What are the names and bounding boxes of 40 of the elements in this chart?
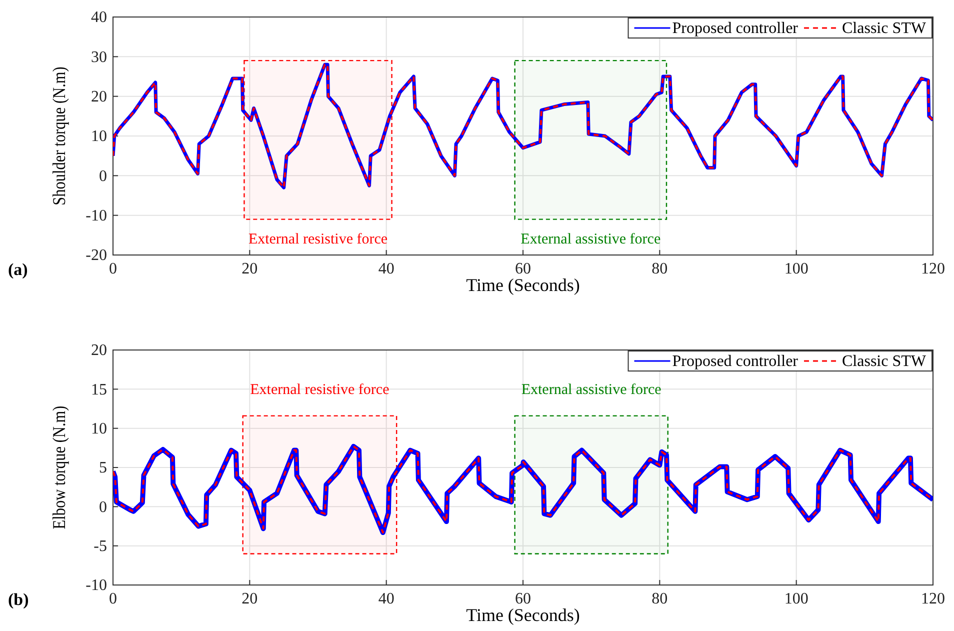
band-label: External assistive force — [520, 231, 661, 248]
legend-label: Classic STW — [842, 353, 927, 370]
y-tick-label: -10 — [86, 207, 107, 224]
x-tick-label: 80 — [652, 260, 668, 278]
x-tick-label: 120 — [921, 590, 945, 608]
band-label: External resistive force — [248, 231, 388, 248]
x-axis-title: Time (Seconds) — [466, 605, 580, 625]
text: (a) — [8, 260, 28, 279]
legend-label: Proposed controller — [672, 353, 799, 370]
band-label: External assistive force — [521, 382, 662, 398]
x-tick-label: 60 — [515, 260, 531, 278]
y-tick-label: 20 — [91, 88, 107, 106]
y-tick-label: 40 — [91, 9, 107, 26]
x-tick-label: 100 — [784, 590, 808, 608]
y-axis-title: Shoulder torque (N.m) — [48, 66, 70, 206]
x-tick-label: 20 — [242, 590, 258, 608]
legend-label: Proposed controller — [672, 20, 799, 37]
text: (b) — [8, 590, 29, 609]
y-tick-label: 5 — [99, 460, 107, 477]
band-label: External resistive force — [250, 382, 390, 398]
y-tick-label: 10 — [91, 128, 107, 146]
y-tick-label: 0 — [99, 498, 107, 516]
y-tick-label: 10 — [91, 420, 107, 438]
y-tick-label: 30 — [91, 48, 107, 66]
x-tick-label: 120 — [921, 260, 945, 278]
x-axis-title: Time (Seconds) — [466, 275, 580, 295]
legend-label: Classic STW — [842, 20, 927, 37]
x-tick-label: 20 — [242, 260, 258, 278]
y-tick-label: -10 — [86, 577, 107, 594]
y-tick-label: -20 — [86, 247, 107, 264]
y-axis-title: Elbow torque (N.m) — [48, 406, 70, 530]
y-tick-label: 0 — [99, 168, 107, 185]
y-tick-label: 20 — [91, 342, 107, 360]
x-tick-label: 60 — [515, 590, 531, 608]
x-tick-label: 40 — [378, 260, 394, 278]
x-tick-label: 40 — [378, 590, 394, 608]
x-tick-label: 100 — [784, 260, 808, 278]
x-tick-label: 80 — [652, 590, 668, 608]
y-tick-label: 15 — [91, 381, 107, 398]
y-tick-label: -5 — [94, 538, 107, 555]
